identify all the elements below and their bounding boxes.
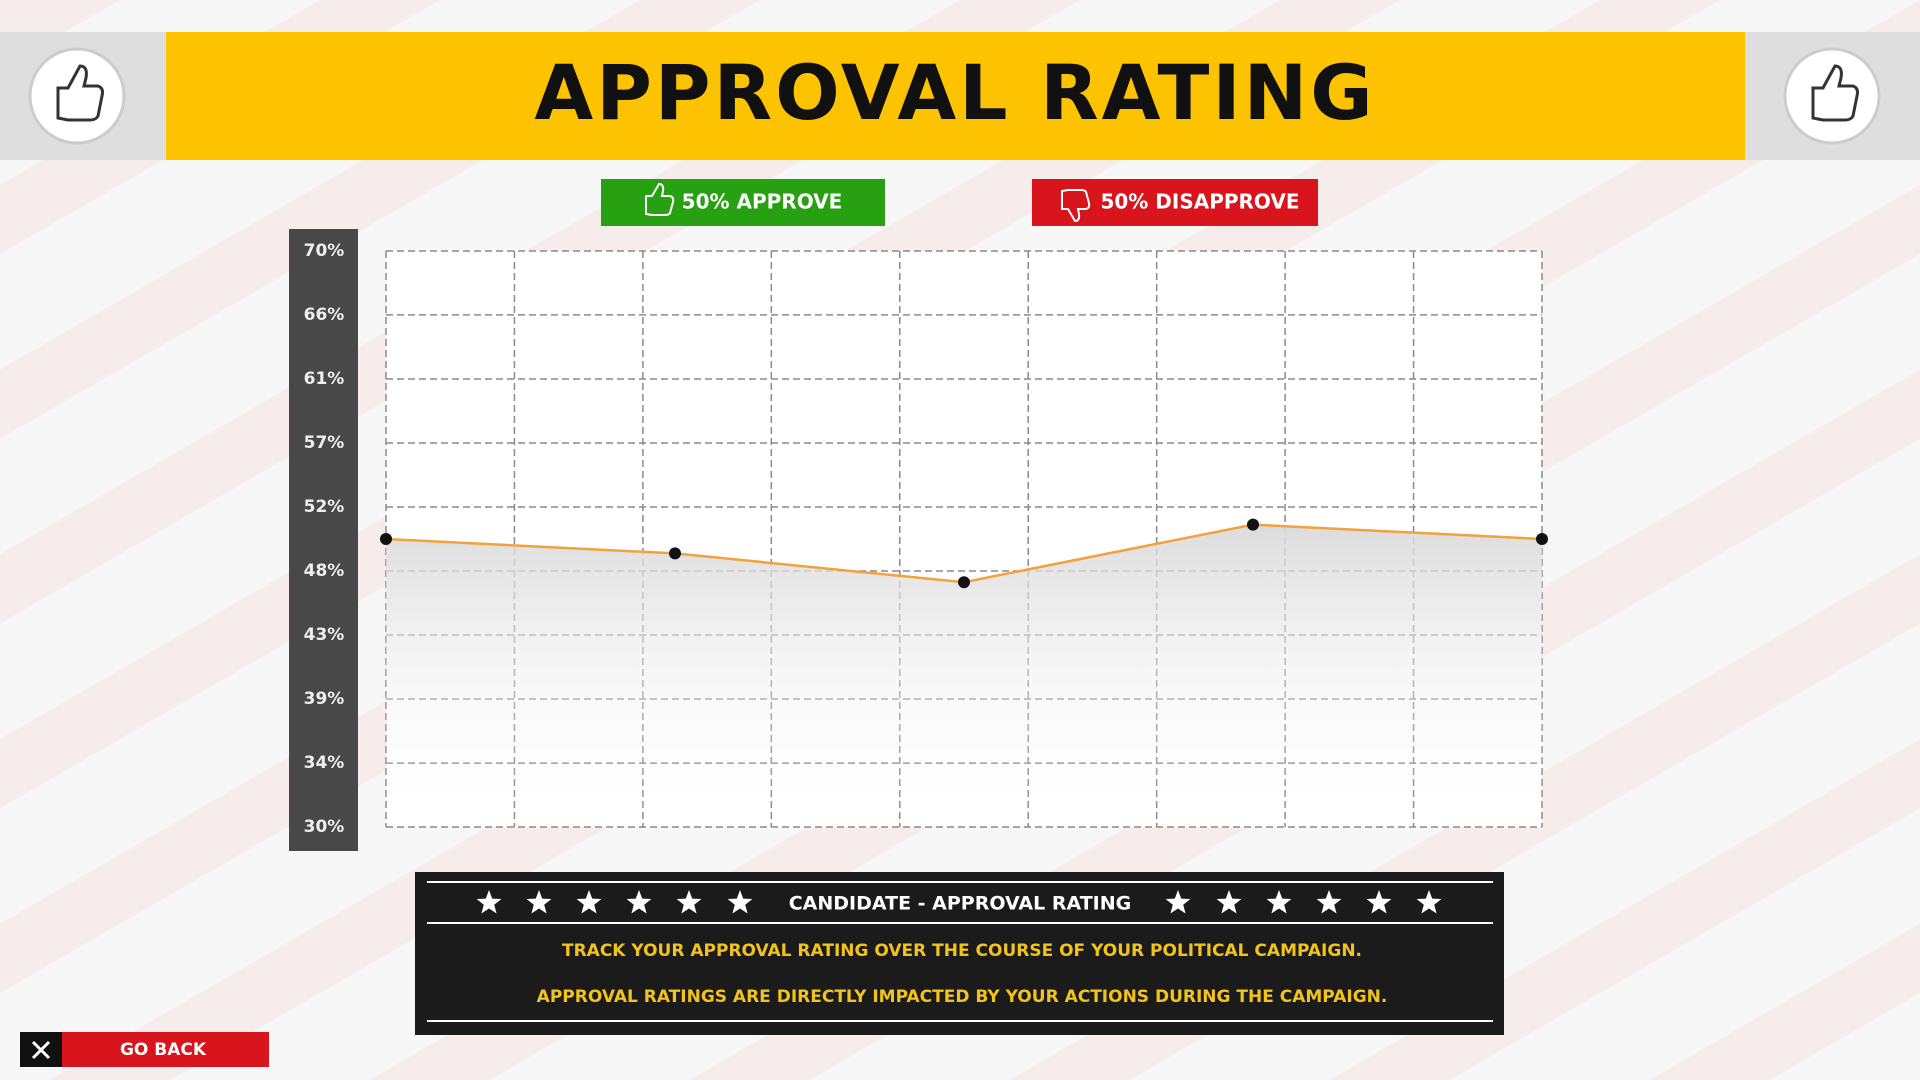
disapprove-label: 50% DISAPPROVE xyxy=(1100,190,1299,214)
y-tick-label: 48% xyxy=(304,561,345,581)
y-tick-label: 39% xyxy=(304,689,345,709)
y-tick-label: 30% xyxy=(304,817,345,837)
y-tick-label: 70% xyxy=(304,241,345,261)
go-back-button[interactable]: GO BACK xyxy=(20,1032,269,1067)
data-point xyxy=(669,547,681,560)
star xyxy=(526,890,552,914)
thumb-button-right[interactable] xyxy=(1783,47,1881,145)
star xyxy=(1216,890,1242,914)
star xyxy=(1366,890,1392,914)
approve-label: 50% APPROVE xyxy=(682,190,843,214)
data-point xyxy=(380,533,392,545)
y-axis-bar xyxy=(289,229,358,851)
star xyxy=(1416,890,1442,914)
y-tick-label: 34% xyxy=(304,753,345,773)
star xyxy=(727,890,753,914)
star xyxy=(1165,890,1191,914)
panel-line: APPROVAL RATINGS ARE DIRECTLY IMPACTED B… xyxy=(537,987,1388,1007)
data-point xyxy=(1536,533,1548,545)
star xyxy=(1316,890,1342,914)
star xyxy=(626,890,652,914)
go-back-label: GO BACK xyxy=(120,1040,207,1060)
star-row xyxy=(476,890,1442,914)
approve-icon xyxy=(645,182,675,216)
page-title: APPROVAL RATING xyxy=(534,48,1375,137)
data-point xyxy=(1247,518,1259,531)
y-tick-label: 43% xyxy=(304,625,345,645)
header-bar xyxy=(166,32,1745,160)
y-tick-label: 57% xyxy=(304,433,345,453)
panel-line: TRACK YOUR APPROVAL RATING OVER THE COUR… xyxy=(562,941,1362,961)
y-tick-label: 52% xyxy=(304,497,345,517)
disapprove-icon xyxy=(1061,189,1091,223)
chart: 30% 34% 39% 43% 48% 52% 57% 61% 66% 70% xyxy=(304,241,1548,837)
area-shade xyxy=(386,524,1542,827)
y-tick-label: 66% xyxy=(304,305,345,325)
approve-badge xyxy=(601,179,885,226)
star xyxy=(1266,890,1292,914)
star xyxy=(576,890,602,914)
y-tick-label: 61% xyxy=(304,369,345,389)
data-point xyxy=(958,576,970,589)
thumb-button-left[interactable] xyxy=(28,47,126,145)
panel-heading: CANDIDATE - APPROVAL RATING xyxy=(789,893,1132,915)
star xyxy=(676,890,702,914)
star xyxy=(476,890,502,914)
